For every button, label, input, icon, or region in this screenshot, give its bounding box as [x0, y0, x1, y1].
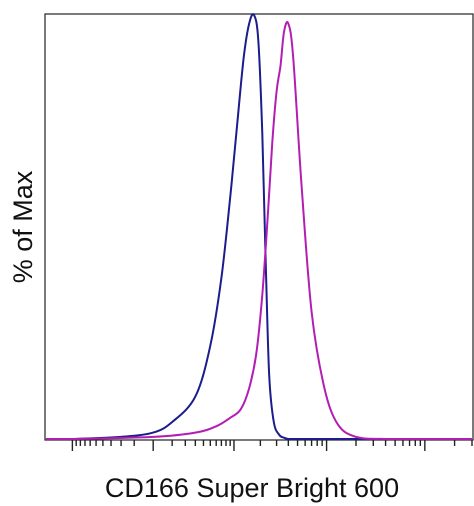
histogram-series-1 — [46, 13, 472, 441]
series-layer — [46, 13, 472, 441]
histogram-series-2 — [46, 21, 472, 441]
y-axis-title: % of Max — [8, 170, 38, 283]
x-axis-title: CD166 Super Bright 600 — [105, 473, 399, 503]
plot-frame — [44, 13, 474, 441]
x-axis-ticks — [71, 440, 473, 451]
